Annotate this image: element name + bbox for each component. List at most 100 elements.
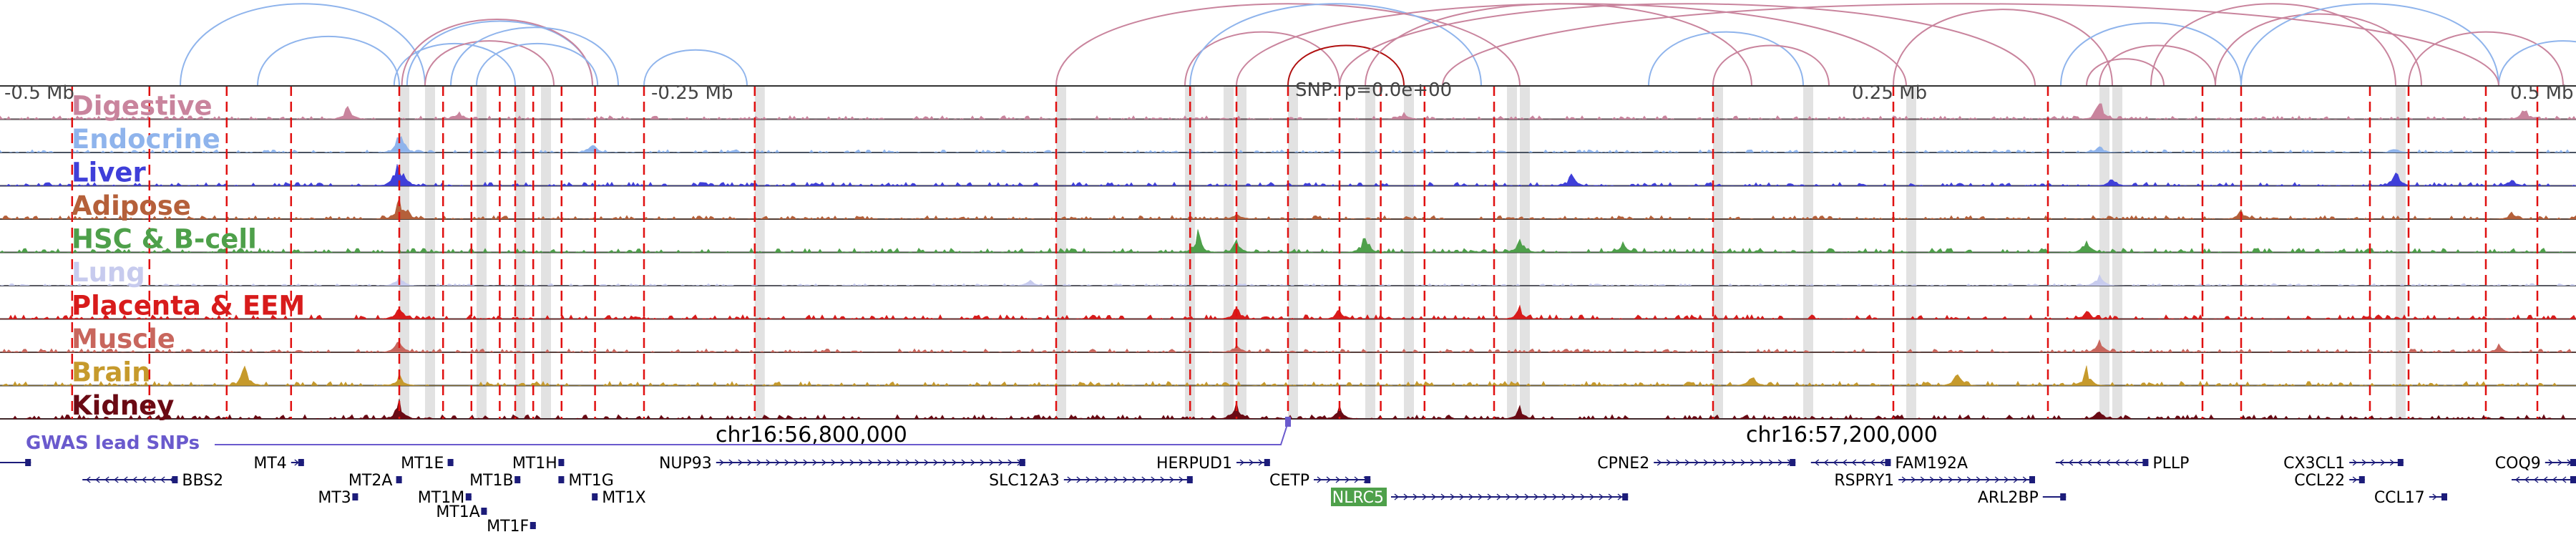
strand-arrow — [868, 459, 873, 466]
strand-arrow — [1345, 476, 1350, 483]
gene-exon — [558, 459, 565, 466]
gwas-track: GWAS lead SNPs — [26, 417, 1291, 454]
strand-arrow — [1657, 459, 1662, 466]
strand-arrow — [1985, 476, 1991, 483]
gene-mt3[interactable]: MT3 — [318, 489, 358, 507]
strand-arrow — [95, 476, 100, 483]
strand-arrow — [1543, 493, 1548, 500]
strand-arrow — [859, 459, 864, 466]
strand-arrow — [803, 459, 808, 466]
gene-mt1f[interactable]: MT1F — [487, 518, 536, 536]
strand-arrow — [738, 459, 743, 466]
strand-arrow — [1589, 493, 1595, 500]
strand-arrow — [1076, 476, 1081, 483]
strand-arrow — [160, 476, 165, 483]
strand-arrow — [2432, 493, 2437, 500]
strand-arrow — [914, 459, 919, 466]
gene-exon — [2570, 459, 2576, 466]
strand-arrow — [933, 459, 938, 466]
strand-arrow — [1141, 476, 1146, 483]
track-placenta-eem — [0, 304, 2576, 320]
strand-arrow — [1976, 476, 1981, 483]
gene-mt2a[interactable]: MT2A — [348, 472, 402, 490]
strand-arrow — [132, 476, 137, 483]
strand-arrow — [1249, 459, 1254, 466]
track-label: Muscle — [72, 324, 175, 354]
gene-label: MT1H — [512, 455, 557, 473]
gene-mt1b[interactable]: MT1B — [469, 472, 521, 490]
strand-arrow — [1413, 493, 1418, 500]
strand-arrow — [1085, 476, 1091, 483]
gwas-snp-marker — [1285, 417, 1291, 427]
signal-area — [0, 274, 2576, 286]
gene-arl2bp[interactable]: ARL2BP — [1978, 489, 2067, 507]
gene-cx3cl1[interactable]: CX3CL1 — [2283, 455, 2404, 473]
loop-arc — [1189, 3, 1482, 87]
loop-arc — [2498, 40, 2576, 87]
loop-arc — [1339, 3, 2036, 87]
gene-mt1a[interactable]: MT1A — [436, 503, 487, 521]
gene-exon — [1264, 459, 1270, 466]
strand-arrow — [1759, 459, 1765, 466]
strand-arrow — [1515, 493, 1521, 500]
track-label: Adipose — [72, 190, 191, 221]
gene-cpne2[interactable]: CPNE2 — [1597, 455, 1796, 473]
signal-area — [0, 304, 2576, 320]
gene-label: NUP93 — [659, 455, 712, 473]
gene-mt1x[interactable]: MT1X — [592, 489, 646, 507]
strand-arrow — [1948, 476, 1953, 483]
gene-exon — [1019, 459, 1025, 466]
gene-ciapin1[interactable]: C — [2512, 472, 2576, 490]
strand-arrow — [1722, 459, 1727, 466]
gene-herpud1[interactable]: HERPUD1 — [1156, 455, 1270, 473]
gene-rspry1[interactable]: RSPRY1 — [1834, 472, 2035, 490]
gene-label: NLRC5 — [1332, 489, 1384, 507]
strand-arrow — [1487, 493, 1493, 500]
gene-label: CPNE2 — [1597, 455, 1649, 473]
gene-mt1e[interactable]: MT1E — [401, 455, 454, 473]
gene-exon — [558, 476, 565, 483]
gene-mt1g[interactable]: MT1G — [558, 472, 614, 490]
strand-arrow — [1533, 493, 1539, 500]
gene-label: COQ9 — [2495, 455, 2541, 473]
strand-arrow — [719, 459, 724, 466]
strand-arrow — [1258, 459, 1264, 466]
gene-fam192a[interactable]: FAM192A — [1810, 455, 1968, 473]
gene-nlrc5[interactable]: NLRC5 — [1331, 488, 1629, 507]
gene-label: MT1F — [487, 518, 529, 536]
track-label: Kidney — [72, 390, 174, 421]
strand-arrow — [2105, 459, 2111, 466]
gene-ccl22[interactable]: CCL22 — [2294, 472, 2365, 490]
gene-nup93[interactable]: NUP93 — [659, 455, 1025, 473]
gene-mt1h[interactable]: MT1H — [512, 455, 565, 473]
gene-exon — [2029, 476, 2035, 483]
gene-slc12a3[interactable]: SLC12A3 — [989, 472, 1193, 490]
gwas-connector — [215, 422, 1289, 445]
strand-arrow — [747, 459, 752, 466]
strand-arrow — [1179, 476, 1184, 483]
gene-exon — [1790, 459, 1796, 466]
gene-cetp[interactable]: CETP — [1269, 472, 1371, 490]
loop-arc — [393, 43, 516, 87]
gene-mt4[interactable]: MT4 — [253, 455, 304, 473]
gene-pllp[interactable]: PLLP — [2055, 455, 2190, 473]
gene-coq9[interactable]: COQ9 — [2495, 455, 2576, 473]
track-label: HSC & B-cell — [72, 224, 257, 255]
strand-arrow — [1966, 476, 1972, 483]
gene-label: MT1X — [602, 489, 646, 507]
strand-arrow — [1712, 459, 1718, 466]
strand-arrow — [2361, 459, 2367, 466]
gene-label: RSPRY1 — [1834, 472, 1894, 490]
strand-arrow — [1860, 459, 1866, 466]
strand-arrow — [1617, 493, 1623, 500]
gene-nudt21[interactable]: NUDT21 — [0, 455, 31, 473]
strand-arrow — [728, 459, 733, 466]
gene-ccl17[interactable]: CCL17 — [2374, 489, 2447, 507]
gene-mt1m[interactable]: MT1M — [418, 489, 472, 507]
gene-bbs2[interactable]: BBS2 — [82, 472, 223, 490]
loop-arc — [1055, 3, 1521, 87]
track-label: Lung — [72, 257, 145, 288]
gene-exon — [447, 459, 454, 466]
strand-arrow — [1957, 476, 1963, 483]
strand-arrow — [1929, 476, 1935, 483]
